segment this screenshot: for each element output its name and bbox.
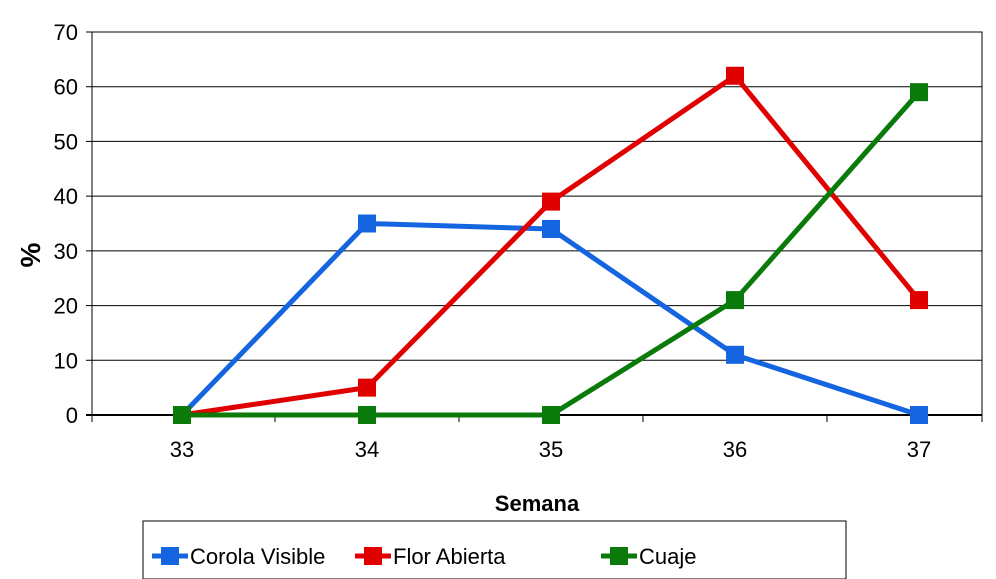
y-tick-label: 40	[54, 184, 78, 209]
x-tick-label: 33	[170, 437, 194, 462]
y-tick-label: 20	[54, 294, 78, 319]
series-lines	[173, 66, 928, 424]
legend-box	[142, 520, 847, 579]
legend-label-corola-visible: Corola Visible	[190, 544, 325, 569]
legend-marker-flor-abierta	[364, 547, 382, 565]
data-point-corola-visible	[542, 219, 560, 238]
plot-area	[91, 31, 983, 416]
y-tick-label: 30	[54, 239, 78, 264]
y-tick-labels: 0 10 20 30 40 50 60 70	[54, 20, 78, 428]
data-point-corola-visible	[910, 406, 928, 424]
y-tick-label: 10	[54, 348, 78, 373]
data-point-flor-abierta	[542, 192, 560, 211]
data-point-cuaje	[542, 406, 560, 424]
data-point-flor-abierta	[726, 66, 744, 85]
x-tick-label: 37	[907, 437, 931, 462]
legend-marker-cuaje	[610, 547, 628, 565]
data-point-cuaje	[358, 406, 376, 424]
y-tick-label: 60	[54, 75, 78, 100]
data-point-cuaje	[173, 406, 191, 424]
data-point-cuaje	[910, 83, 928, 102]
data-point-cuaje	[726, 291, 744, 310]
data-point-corola-visible	[726, 345, 744, 364]
x-axis-title: Semana	[495, 491, 580, 516]
y-tick-label: 0	[66, 403, 78, 428]
x-tick-label: 34	[355, 437, 379, 462]
legend-marker-corola-visible	[161, 547, 179, 565]
y-axis-title: %	[15, 242, 46, 267]
x-tick-label: 36	[723, 437, 747, 462]
y-tick-label: 70	[54, 20, 78, 45]
data-point-flor-abierta	[358, 378, 376, 397]
x-tick-labels: 33 34 35 36 37	[170, 437, 931, 462]
y-tick-label: 50	[54, 129, 78, 154]
x-tick-label: 35	[539, 437, 563, 462]
legend: Corola Visible Flor Abierta Cuaje	[152, 544, 696, 569]
data-point-flor-abierta	[910, 291, 928, 310]
legend-label-flor-abierta: Flor Abierta	[393, 544, 506, 569]
legend-label-cuaje: Cuaje	[639, 544, 696, 569]
data-point-corola-visible	[358, 214, 376, 233]
